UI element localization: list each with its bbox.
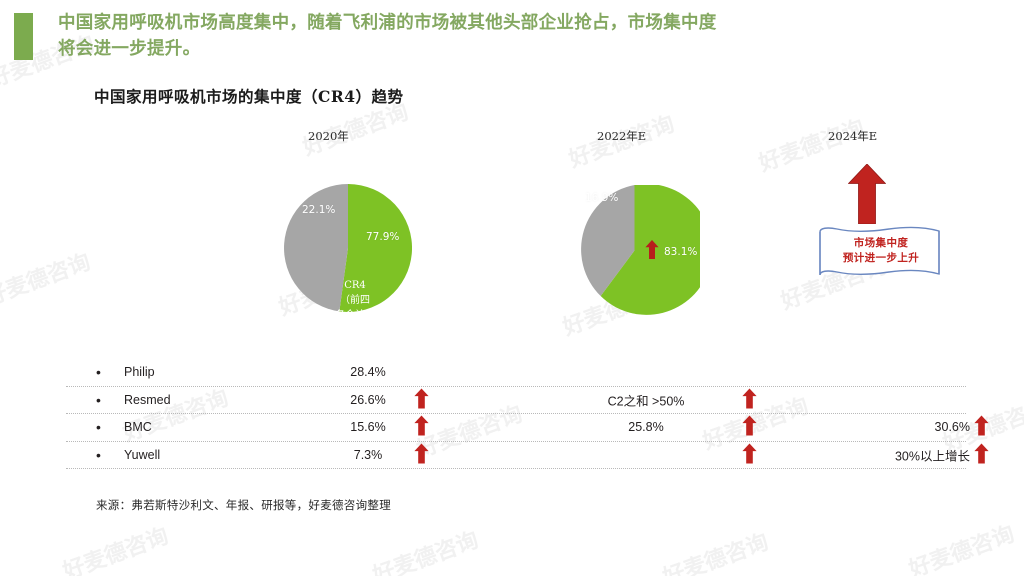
watermark: 好麦德咨询 (0, 248, 94, 310)
watermark: 好麦德咨询 (59, 522, 172, 576)
up-arrow-icon (974, 415, 989, 439)
bullet-icon: • (96, 364, 101, 381)
watermark: 好麦德咨询 (905, 520, 1018, 576)
value-2020: 26.6% (350, 392, 386, 407)
up-arrow-icon (742, 415, 757, 439)
up-arrow-icon-large (847, 163, 887, 229)
value-2020: 7.3% (353, 447, 383, 462)
value-2020: 28.4% (350, 365, 386, 380)
forecast-banner-text: 市场集中度 预计进一步上升 (842, 237, 920, 264)
pie-2022-gray-value: 16.9% (585, 192, 619, 204)
accent-bar (14, 13, 33, 60)
brand-name: Yuwell (124, 447, 161, 462)
value-2022: 25.8% (628, 420, 664, 435)
value-2024: 30%以上增长 (894, 449, 970, 464)
up-arrow-icon (742, 443, 757, 466)
brand-share-table: • Philip 28.4% • Resmed 26.6% C2之和 >50% … (66, 359, 989, 469)
column-label-2024: 2024年E (828, 129, 878, 143)
value-2022: C2之和 >50% (607, 394, 685, 409)
pie-2022-green-value: 83.1% (664, 246, 698, 258)
up-arrow-icon (414, 388, 429, 411)
up-arrow-icon (414, 443, 429, 466)
chart-subtitle: 中国家用呼吸机市场的集中度（CR4）趋势 (94, 87, 404, 106)
brand-name: Philip (124, 365, 155, 380)
forecast-banner (817, 226, 943, 287)
brand-name: Resmed (124, 392, 171, 407)
bullet-icon: • (96, 419, 101, 436)
bullet-icon: • (96, 391, 101, 408)
table-row: • Philip 28.4% (66, 359, 966, 387)
up-arrow-icon (974, 443, 989, 466)
table-row: • BMC 15.6% 25.8% 30.6% (66, 414, 989, 442)
source-note: 来源：弗若斯特沙利文、年报、研报等，好麦德咨询整理 (96, 498, 391, 512)
up-arrow-icon (645, 240, 659, 264)
table-row: • Yuwell 7.3% 30%以上增长 (66, 442, 989, 469)
table-row: • Resmed 26.6% C2之和 >50% (66, 387, 966, 414)
watermark: 好麦德咨询 (369, 526, 482, 576)
pie-chart-2020 (284, 184, 413, 312)
pie-2020-cr4-note: CR4 （前四 名合计） (335, 280, 375, 321)
up-arrow-icon (414, 415, 429, 439)
pie-2020-gray-value: 22.1% (302, 204, 336, 216)
value-2020: 15.6% (350, 420, 386, 435)
watermark: 好麦德咨询 (659, 528, 772, 576)
pie-2020-green-value: 77.9% (366, 231, 400, 243)
bullet-icon: • (96, 446, 101, 463)
value-2024: 30.6% (934, 420, 970, 435)
pie-chart-2022 (569, 183, 713, 316)
page-title: 中国家用呼吸机市场高度集中，随着飞利浦的市场被其他头部企业抢占，市场集中度将会进… (58, 13, 717, 59)
brand-name: BMC (124, 420, 152, 435)
column-label-2020: 2020年 (308, 129, 349, 143)
up-arrow-icon (742, 388, 757, 411)
column-label-2022: 2022年E (597, 129, 647, 143)
